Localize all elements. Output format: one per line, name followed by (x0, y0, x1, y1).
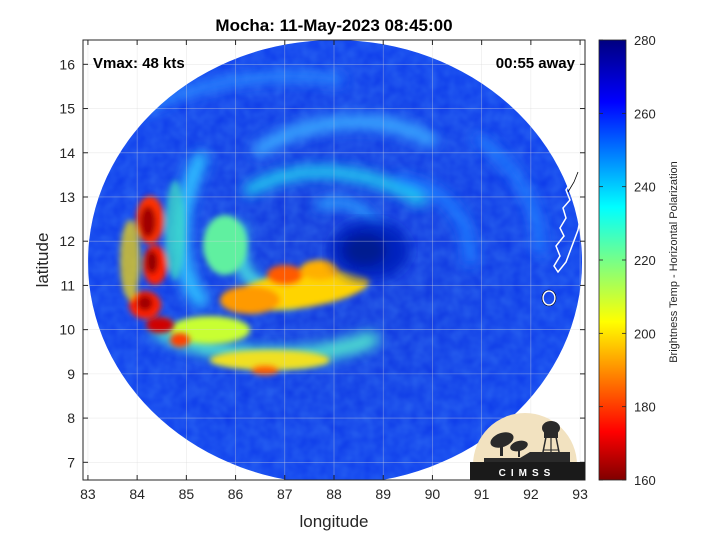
colorbar-tick-label: 180 (634, 400, 656, 415)
x-tick-label: 89 (375, 486, 391, 502)
colorbar-tick-label: 160 (634, 473, 656, 488)
plot-title: Mocha: 11-May-2023 08:45:00 (215, 16, 452, 35)
colorbar-tick-label: 280 (634, 33, 656, 48)
x-tick-label: 85 (179, 486, 195, 502)
colorbar-ticks: 160 180 200 220 240 260 280 (599, 33, 656, 488)
colorbar-gradient (598, 39, 627, 481)
grid-lines (83, 40, 585, 480)
x-tick-label: 90 (425, 486, 441, 502)
x-tick-label: 83 (80, 486, 96, 502)
y-tick-label: 8 (67, 410, 75, 426)
y-tick-label: 9 (67, 366, 75, 382)
coastline (542, 170, 585, 369)
brightness-temp-swath (88, 40, 585, 480)
x-tick-label: 92 (523, 486, 539, 502)
x-tick-label: 93 (572, 486, 588, 502)
colorbar-tick-label: 240 (634, 180, 656, 195)
y-tick-label: 7 (67, 454, 75, 470)
y-tick-label: 13 (59, 189, 75, 205)
y-tick-label: 10 (59, 322, 75, 338)
colorbar-tick-label: 260 (634, 106, 656, 121)
y-tick-label: 14 (59, 145, 75, 161)
time-away-annotation: 00:55 away (496, 55, 576, 72)
x-axis-label: longitude (299, 512, 368, 531)
colorbar-tick-label: 200 (634, 326, 656, 341)
x-tick-label: 86 (228, 486, 244, 502)
y-axis-label: latitude (33, 233, 52, 288)
colorbar-label: Brightness Temp - Horizontal Polarizatio… (668, 161, 680, 363)
y-tick-label: 12 (59, 233, 75, 249)
y-tick-label: 15 (59, 101, 75, 117)
x-tick-label: 87 (277, 486, 293, 502)
x-tick-label: 88 (326, 486, 342, 502)
y-tick-label: 16 (59, 56, 75, 72)
x-tick-label: 91 (474, 486, 490, 502)
cimss-logo: CIMSS (470, 413, 585, 480)
y-tick-label: 11 (60, 277, 75, 293)
x-axis-ticks: 83 84 85 86 87 88 89 90 91 92 93 (80, 40, 588, 502)
colorbar-tick-label: 220 (634, 253, 656, 268)
x-tick-label: 84 (129, 486, 145, 502)
vmax-annotation: Vmax: 48 kts (93, 55, 185, 72)
y-axis-ticks: 7 8 9 10 11 12 13 14 15 16 (59, 56, 585, 470)
colorbar: 160 180 200 220 240 260 280 Brightness Temp - … (598, 33, 680, 488)
cimss-logo-text: CIMSS (499, 468, 556, 479)
